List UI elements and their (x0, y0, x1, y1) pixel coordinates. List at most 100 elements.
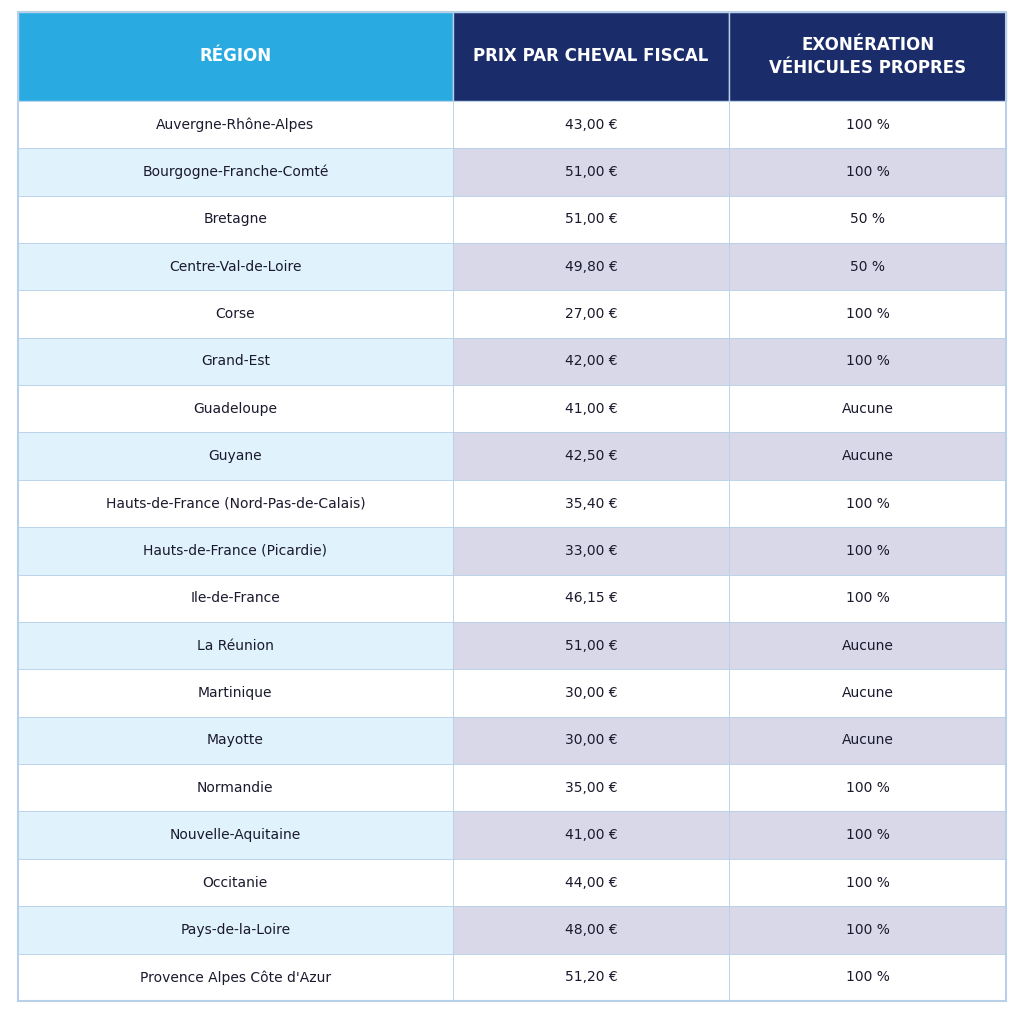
Text: 100 %: 100 % (846, 592, 890, 606)
Text: Bretagne: Bretagne (204, 213, 267, 226)
Bar (729, 622, 1006, 670)
Bar (729, 101, 1006, 148)
Text: 100 %: 100 % (846, 165, 890, 179)
Text: 100 %: 100 % (846, 496, 890, 511)
Text: 35,00 €: 35,00 € (565, 781, 617, 795)
Bar (453, 243, 729, 291)
Bar (729, 243, 1006, 291)
Text: RÉGION: RÉGION (200, 48, 271, 66)
Text: 100 %: 100 % (846, 544, 890, 558)
Bar (453, 622, 729, 670)
Text: 50 %: 50 % (850, 213, 885, 226)
Bar (729, 574, 1006, 622)
Text: Normandie: Normandie (197, 781, 273, 795)
Bar (453, 527, 729, 574)
Bar (453, 907, 729, 953)
Bar (18, 859, 453, 907)
Text: Aucune: Aucune (842, 449, 894, 463)
Bar (18, 433, 453, 480)
Bar (729, 670, 1006, 717)
Bar (18, 337, 453, 385)
Text: EXONÉRATION
VÉHICULES PROPRES: EXONÉRATION VÉHICULES PROPRES (769, 36, 967, 77)
Text: 51,00 €: 51,00 € (564, 213, 617, 226)
Text: 42,50 €: 42,50 € (565, 449, 617, 463)
Bar (453, 811, 729, 859)
Bar (18, 527, 453, 574)
Text: Martinique: Martinique (198, 686, 272, 700)
Bar (18, 907, 453, 953)
Text: Corse: Corse (215, 307, 255, 321)
Bar (453, 433, 729, 480)
Text: 100 %: 100 % (846, 307, 890, 321)
Bar (18, 670, 453, 717)
Bar (729, 907, 1006, 953)
Text: Grand-Est: Grand-Est (201, 355, 270, 369)
Bar (729, 196, 1006, 243)
Text: Aucune: Aucune (842, 686, 894, 700)
Text: Hauts-de-France (Picardie): Hauts-de-France (Picardie) (143, 544, 328, 558)
Text: Aucune: Aucune (842, 402, 894, 415)
Text: Pays-de-la-Loire: Pays-de-la-Loire (180, 923, 291, 937)
Bar (729, 12, 1006, 101)
Text: Guadeloupe: Guadeloupe (194, 402, 278, 415)
Text: 51,00 €: 51,00 € (564, 165, 617, 179)
Text: 51,20 €: 51,20 € (564, 970, 617, 985)
Text: 41,00 €: 41,00 € (564, 402, 617, 415)
Text: Mayotte: Mayotte (207, 733, 264, 748)
Bar (453, 12, 729, 101)
Text: Ile-de-France: Ile-de-France (190, 592, 281, 606)
Text: Aucune: Aucune (842, 638, 894, 652)
Bar (729, 385, 1006, 433)
Text: Guyane: Guyane (209, 449, 262, 463)
Text: 100 %: 100 % (846, 118, 890, 132)
Text: Nouvelle-Aquitaine: Nouvelle-Aquitaine (170, 829, 301, 842)
Bar (18, 480, 453, 527)
Text: 49,80 €: 49,80 € (564, 259, 617, 274)
Text: 30,00 €: 30,00 € (565, 686, 617, 700)
Bar (18, 811, 453, 859)
Text: Occitanie: Occitanie (203, 875, 268, 889)
Bar (18, 243, 453, 291)
Text: 48,00 €: 48,00 € (564, 923, 617, 937)
Bar (18, 622, 453, 670)
Text: 30,00 €: 30,00 € (565, 733, 617, 748)
Bar (18, 385, 453, 433)
Bar (453, 574, 729, 622)
Bar (18, 574, 453, 622)
Bar (18, 953, 453, 1001)
Bar (729, 717, 1006, 764)
Text: Centre-Val-de-Loire: Centre-Val-de-Loire (169, 259, 302, 274)
Bar (729, 337, 1006, 385)
Text: La Réunion: La Réunion (197, 638, 273, 652)
Bar (453, 385, 729, 433)
Bar (453, 148, 729, 196)
Text: 35,40 €: 35,40 € (565, 496, 617, 511)
Text: Auvergne-Rhône-Alpes: Auvergne-Rhône-Alpes (157, 118, 314, 132)
Text: PRIX PAR CHEVAL FISCAL: PRIX PAR CHEVAL FISCAL (473, 48, 709, 66)
Bar (453, 480, 729, 527)
Bar (18, 12, 453, 101)
Text: 43,00 €: 43,00 € (565, 118, 617, 132)
Text: 33,00 €: 33,00 € (565, 544, 617, 558)
Bar (453, 670, 729, 717)
Bar (729, 811, 1006, 859)
Text: 46,15 €: 46,15 € (564, 592, 617, 606)
Text: Provence Alpes Côte d'Azur: Provence Alpes Côte d'Azur (140, 970, 331, 985)
Bar (453, 717, 729, 764)
Bar (729, 291, 1006, 337)
Bar (453, 764, 729, 811)
Text: 27,00 €: 27,00 € (565, 307, 617, 321)
Bar (453, 196, 729, 243)
Text: 100 %: 100 % (846, 829, 890, 842)
Bar (453, 291, 729, 337)
Bar (729, 148, 1006, 196)
Bar (729, 953, 1006, 1001)
Bar (453, 953, 729, 1001)
Bar (18, 764, 453, 811)
Bar (453, 101, 729, 148)
Bar (18, 196, 453, 243)
Bar (729, 527, 1006, 574)
Bar (729, 764, 1006, 811)
Bar (453, 859, 729, 907)
Bar (729, 433, 1006, 480)
